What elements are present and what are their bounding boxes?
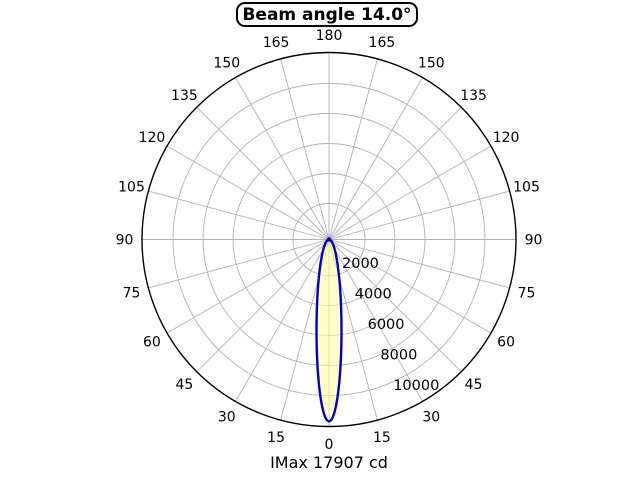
- r-tick-label: 8000: [380, 348, 417, 364]
- theta-tick-label: 30: [422, 410, 440, 426]
- r-tick-label: 2000: [342, 256, 379, 272]
- theta-tick-label: 150: [418, 55, 445, 71]
- polar-grid-ray: [196, 106, 330, 240]
- theta-tick-label: 120: [139, 130, 166, 146]
- polar-grid-ray: [166, 145, 330, 240]
- center-dot: [326, 237, 332, 242]
- polar-grid-ray: [148, 239, 330, 289]
- theta-tick-label: 105: [118, 180, 145, 196]
- polar-grid-ray: [328, 77, 423, 240]
- theta-tick-label: 165: [369, 35, 396, 51]
- theta-tick-label: 45: [175, 377, 193, 393]
- polar-grid-ray: [235, 239, 330, 402]
- theta-tick-label: 15: [267, 430, 285, 446]
- polar-grid-ray: [328, 145, 492, 240]
- polar-grid-ray: [196, 239, 330, 373]
- polar-grid-ray: [328, 190, 510, 240]
- theta-tick-label: 30: [218, 410, 236, 426]
- polar-grid-ray: [235, 77, 330, 240]
- r-tick-label: 4000: [355, 287, 392, 303]
- chart-title-box: Beam angle 14.0°: [236, 2, 418, 27]
- theta-tick-label: 135: [460, 88, 487, 104]
- theta-tick-label: 150: [213, 55, 240, 71]
- r-tick-label: 6000: [368, 317, 405, 333]
- theta-tick-label: 165: [263, 35, 290, 51]
- theta-tick-label: 60: [143, 335, 161, 351]
- polar-grid-ray: [280, 58, 330, 240]
- theta-tick-label: 90: [116, 232, 134, 248]
- polar-grid-ray: [148, 190, 330, 240]
- polar-grid-ray: [166, 239, 330, 334]
- theta-tick-label: 0: [325, 437, 334, 453]
- polar-grid-ray: [328, 239, 462, 373]
- polar-grid-ray: [328, 106, 462, 240]
- r-tick-label: 10000: [393, 378, 439, 394]
- polar-grid-ray: [328, 239, 510, 289]
- theta-tick-label: 90: [525, 232, 543, 248]
- outer-circle: [141, 51, 517, 428]
- beam-lobe: [315, 238, 343, 423]
- polar-grid-ray: [328, 239, 492, 334]
- theta-tick-label: 120: [493, 130, 520, 146]
- theta-tick-label: 105: [513, 180, 540, 196]
- theta-tick-label: 75: [123, 285, 141, 301]
- polar-grid-ray: [328, 58, 378, 240]
- theta-tick-label: 180: [316, 28, 343, 44]
- theta-tick-label: 45: [465, 377, 483, 393]
- theta-tick-label: 75: [518, 285, 536, 301]
- polar-grid-ray: [328, 239, 423, 402]
- chart-title: Beam angle 14.0°: [242, 4, 412, 25]
- theta-tick-label: 60: [497, 335, 515, 351]
- imax-annotation: IMax 17907 cd: [270, 453, 388, 472]
- theta-tick-label: 15: [373, 430, 391, 446]
- theta-tick-label: 135: [171, 88, 198, 104]
